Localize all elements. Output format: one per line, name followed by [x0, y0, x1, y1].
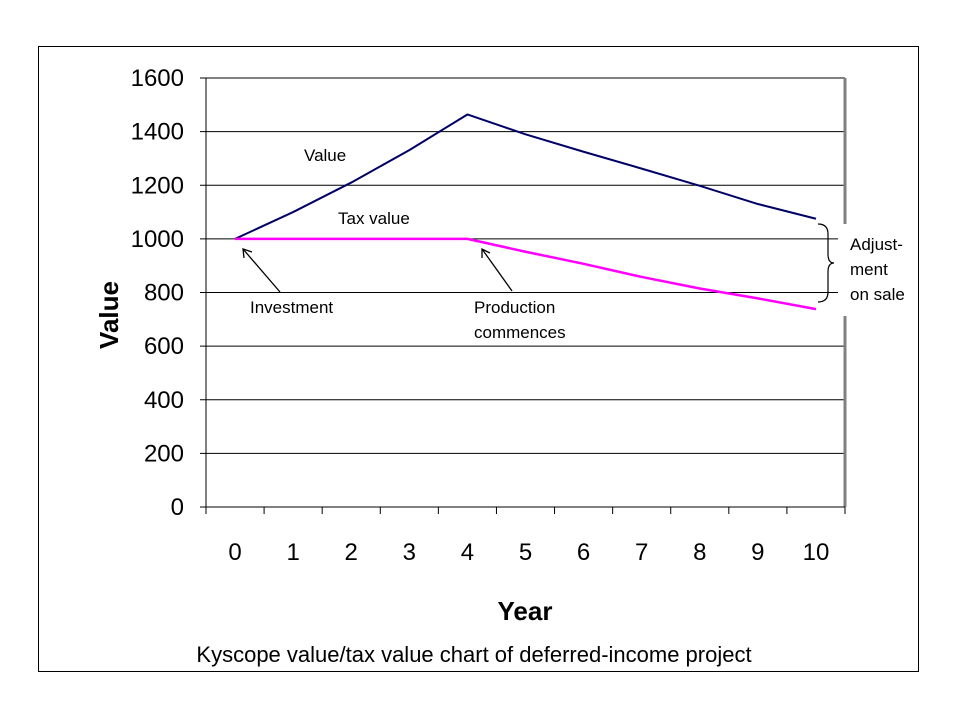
y-tick-label: 800: [144, 280, 184, 307]
x-axis-title: Year: [498, 596, 553, 626]
x-tick-label: 10: [803, 539, 830, 566]
series-lines: [234, 113, 817, 311]
adjustment-brace: [817, 223, 835, 303]
x-tick-label: 1: [286, 539, 299, 566]
y-tick-label: 1200: [131, 172, 184, 199]
arrow-production: [481, 247, 513, 292]
y-tick-label: 1000: [131, 226, 184, 253]
y-axis: 0 200 400 600 800 1000 1200 1400 1600: [131, 65, 206, 521]
annotation-production-line1: Production: [474, 298, 555, 317]
x-tick-label: 5: [519, 539, 532, 566]
x-tick-label: 6: [577, 539, 590, 566]
y-axis-title: Value: [94, 281, 124, 349]
annotation-adjustment-line1: Adjust-: [850, 235, 903, 254]
x-tick-label: 0: [228, 539, 241, 566]
series-line-value: [234, 113, 817, 240]
series-line-tax-value: [235, 237, 817, 311]
y-tick-label: 200: [144, 440, 184, 467]
annotation-production-line2: commences: [474, 323, 566, 342]
arrow-investment: [242, 248, 281, 293]
series-label-tax-value: Tax value: [338, 209, 410, 228]
y-tick-label: 1600: [131, 65, 184, 92]
annotation-investment: Investment: [250, 298, 333, 317]
x-axis: 0 1 2 3 4 5 6 7 8 9 10: [205, 507, 846, 566]
x-tick-label: 7: [635, 539, 648, 566]
chart-caption: Kyscope value/tax value chart of deferre…: [196, 642, 751, 667]
x-tick-label: 2: [345, 539, 358, 566]
y-tick-label: 1400: [131, 119, 184, 146]
annotation-adjustment-line2: ment: [850, 260, 888, 279]
x-tick-label: 8: [693, 539, 706, 566]
annotation-adjustment-line3: on sale: [850, 285, 905, 304]
series-label-value: Value: [304, 146, 346, 165]
y-tick-label: 0: [171, 494, 184, 521]
x-tick-label: 9: [751, 539, 764, 566]
y-tick-label: 400: [144, 387, 184, 414]
adjustment-box: [838, 224, 918, 316]
chart-frame: [38, 46, 919, 672]
y-tick-label: 600: [144, 333, 184, 360]
x-tick-label: 3: [403, 539, 416, 566]
x-tick-label: 4: [461, 539, 474, 566]
